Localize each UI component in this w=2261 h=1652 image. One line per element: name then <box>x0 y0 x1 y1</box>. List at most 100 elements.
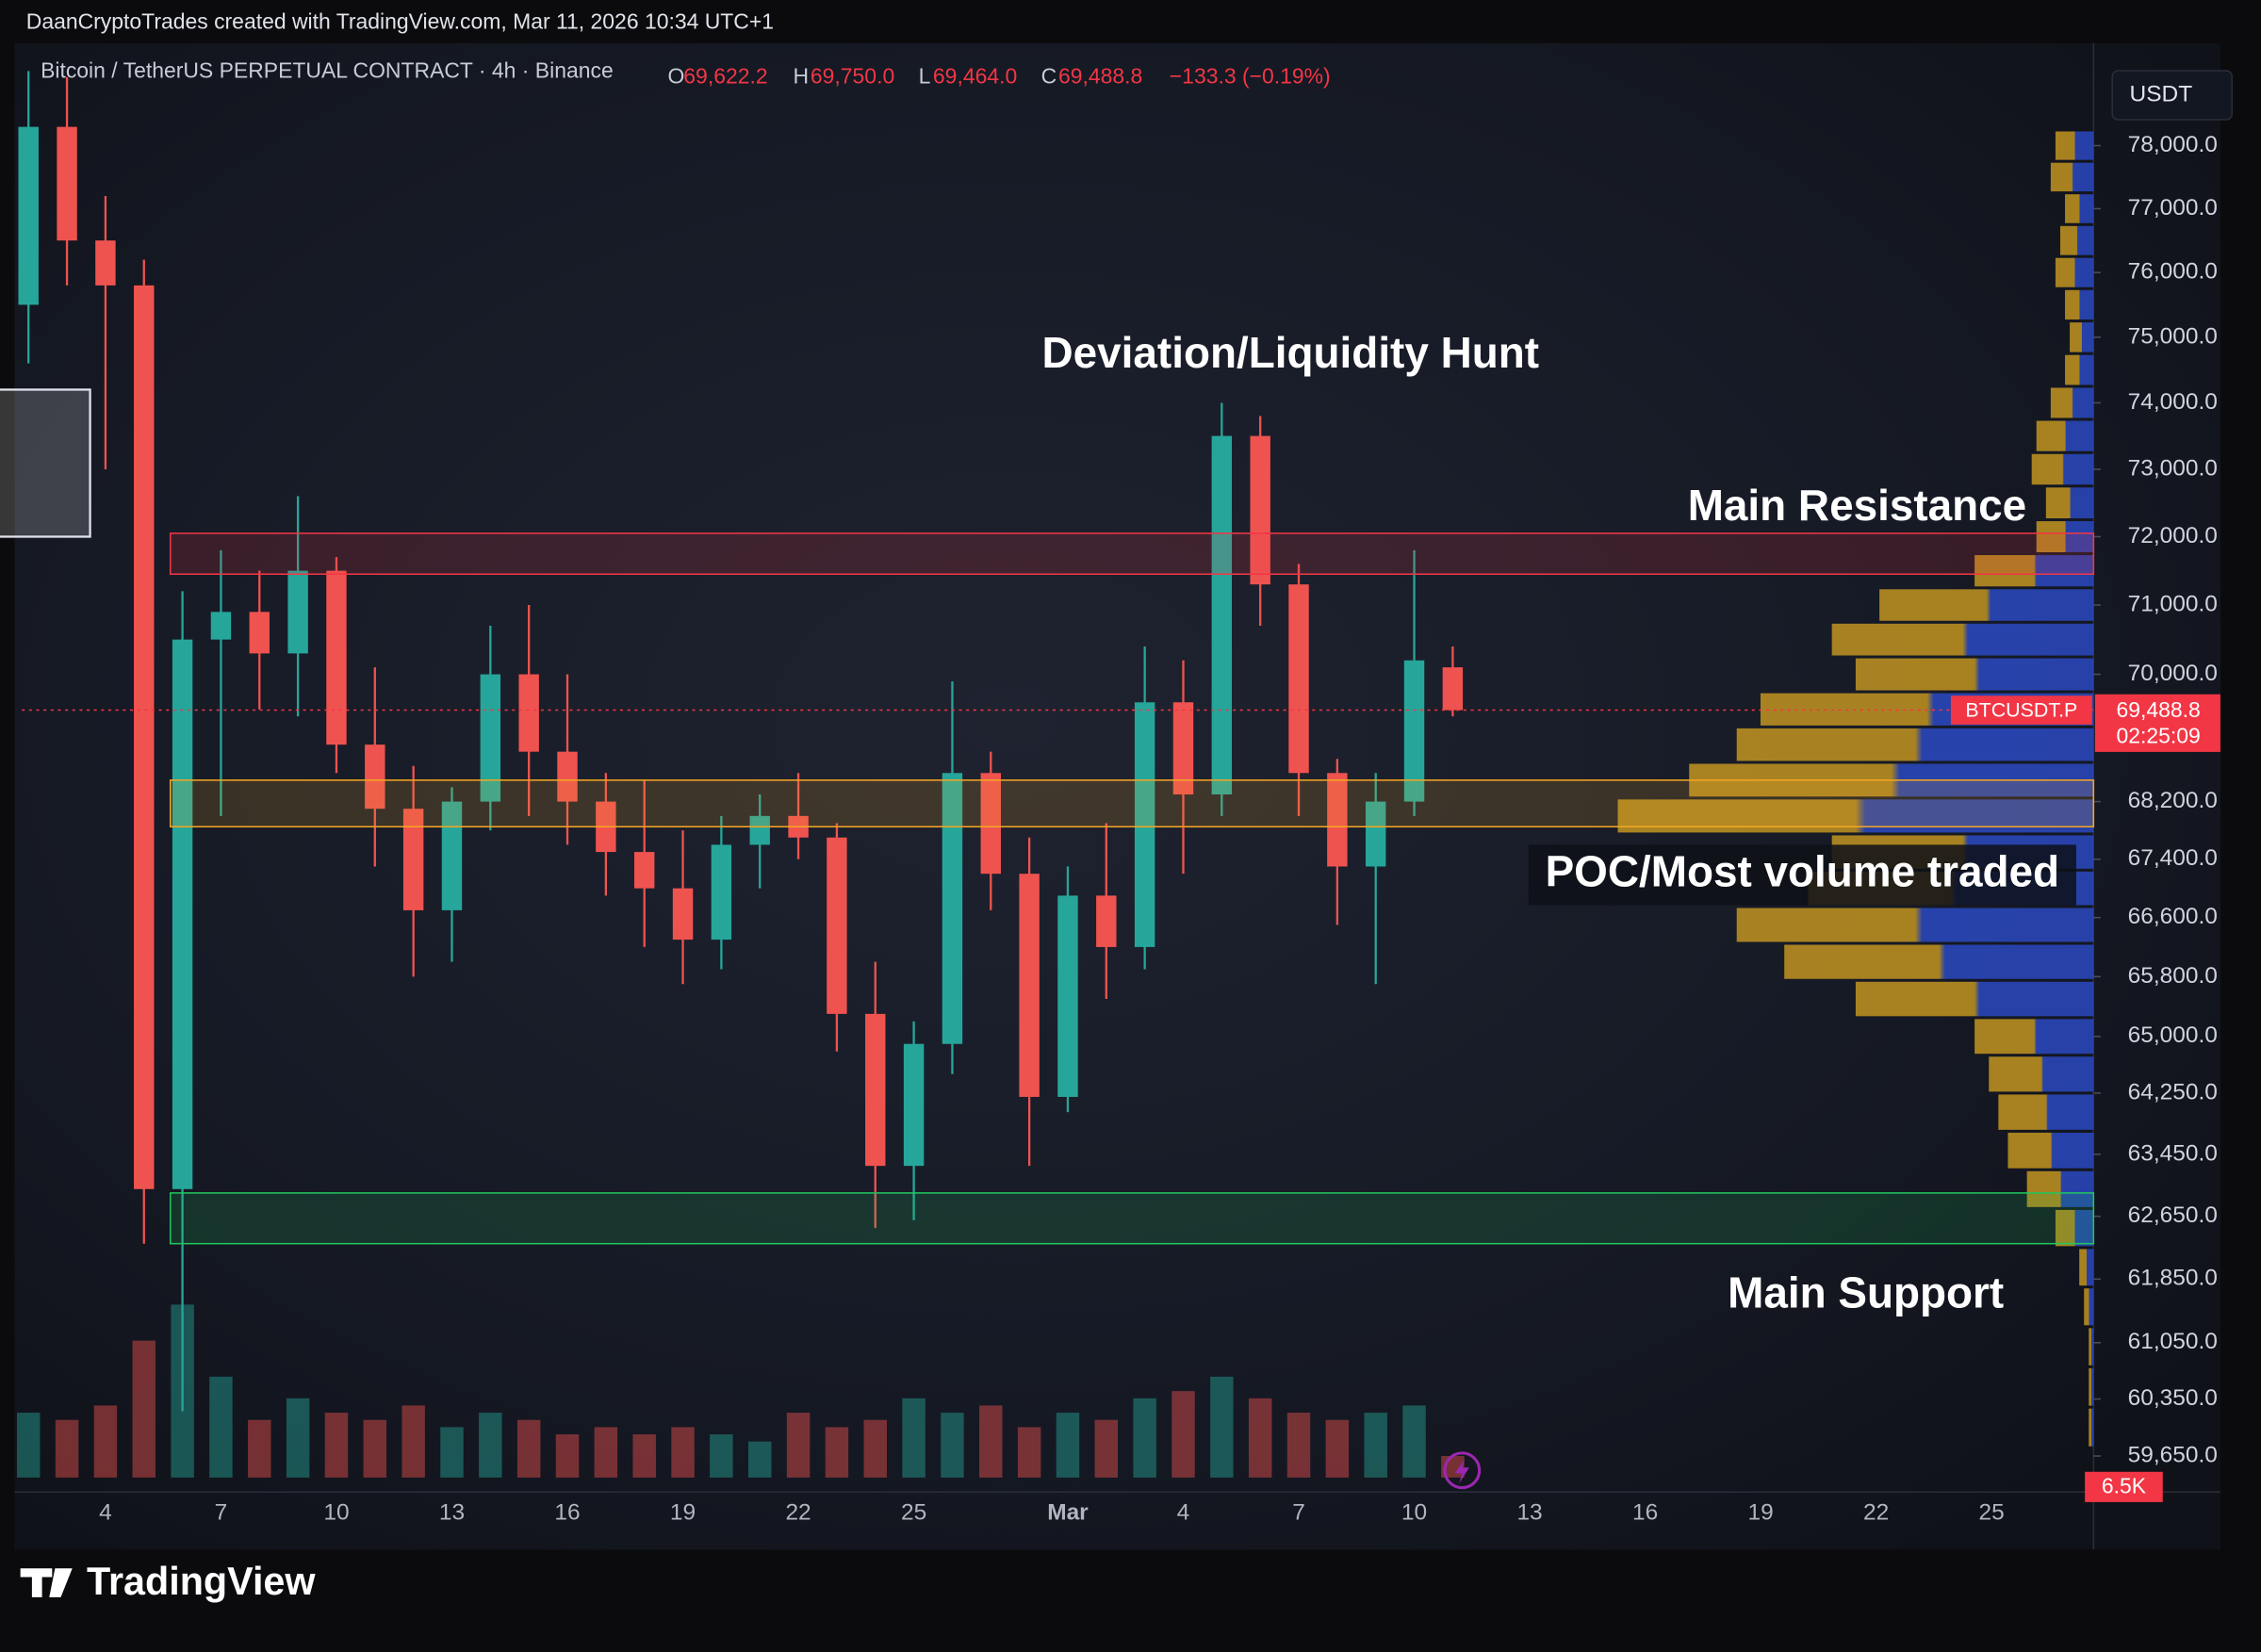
candle-body <box>249 612 270 654</box>
y-tick-label: 59,650.0 <box>2128 1443 2218 1468</box>
x-tick-label: 22 <box>785 1500 811 1526</box>
y-tick-label: 72,000.0 <box>2128 523 2218 548</box>
volume-profile-bar <box>2089 1408 2094 1447</box>
zone <box>169 532 2095 576</box>
candle-body <box>942 773 963 1044</box>
volume-profile-bar <box>1974 555 2094 587</box>
volume-bar <box>286 1398 310 1478</box>
volume-bar <box>747 1441 772 1478</box>
volume-bar <box>1094 1419 1119 1478</box>
volume-profile-bar <box>2007 1132 2094 1169</box>
y-tick-label: 78,000.0 <box>2128 132 2218 157</box>
ohlc-key: C <box>1041 64 1057 89</box>
volume-profile-bar <box>2089 1328 2094 1366</box>
y-tick-label: 77,000.0 <box>2128 195 2218 221</box>
annotation: Main Resistance <box>1688 481 2026 530</box>
x-tick-label: 13 <box>1516 1500 1542 1526</box>
volume-profile-bar <box>2089 1367 2094 1406</box>
volume-bar <box>93 1405 118 1478</box>
alert-bolt <box>1454 1459 1469 1484</box>
candle-body <box>1327 773 1348 867</box>
candle-body <box>518 674 539 752</box>
ohlc-value: 69,750.0 <box>811 64 894 89</box>
volume-profile-bar <box>2055 257 2094 287</box>
y-tick-label: 68,200.0 <box>2128 788 2218 813</box>
volume-bar <box>363 1419 387 1478</box>
volume-profile-bar <box>2079 1249 2094 1286</box>
y-tick-label: 60,350.0 <box>2128 1385 2218 1411</box>
zone <box>169 779 2095 828</box>
ohlc-value: 69,488.8 <box>1058 64 1142 89</box>
volume-profile-bar <box>2055 131 2094 160</box>
x-tick-label: 7 <box>215 1500 228 1526</box>
candle-body <box>1442 667 1464 711</box>
candle-body <box>134 285 155 1189</box>
volume-bar <box>1402 1405 1426 1478</box>
volume-profile-bar <box>2084 1288 2094 1326</box>
volume-bar <box>479 1413 502 1478</box>
candle-body <box>18 126 39 305</box>
volume-bar <box>1133 1398 1156 1478</box>
volume-bar <box>440 1427 464 1478</box>
x-tick-label: 10 <box>323 1500 349 1526</box>
highlight-box <box>0 388 91 538</box>
currency: USDT <box>2130 81 2193 106</box>
annotation: Deviation/Liquidity Hunt <box>1042 328 1540 377</box>
volume-bar <box>941 1413 964 1478</box>
x-tick-label: 4 <box>99 1500 112 1526</box>
volume-bar <box>516 1419 541 1478</box>
volume-bar <box>1248 1398 1272 1478</box>
y-tick-label: 65,000.0 <box>2128 1022 2218 1048</box>
candle-body <box>672 888 694 940</box>
volume-profile-bar <box>1974 1019 2094 1055</box>
y-tick-label: 66,600.0 <box>2128 904 2218 929</box>
y-tick-label: 64,250.0 <box>2128 1079 2218 1104</box>
currency-box[interactable] <box>2111 70 2233 121</box>
volume-profile-bar <box>1784 944 2094 979</box>
volume-bar <box>825 1427 849 1478</box>
volume-bar <box>710 1434 733 1478</box>
volume-bar <box>1210 1376 1234 1478</box>
volume-tag: 6.5K <box>2102 1474 2147 1498</box>
x-tick-label: 25 <box>901 1500 926 1526</box>
ohlc-key: L <box>919 64 931 89</box>
candle-body <box>210 612 232 640</box>
volume-profile-bar <box>1736 908 2094 942</box>
alert-icon[interactable] <box>1443 1451 1482 1490</box>
ohlc-key: O <box>667 64 684 89</box>
volume-profile-bar <box>2065 354 2094 385</box>
candle-body <box>711 844 732 940</box>
ohlc-value: 69,464.0 <box>933 64 1017 89</box>
volume-tag-bg <box>2085 1471 2163 1502</box>
x-tick-label: 7 <box>1292 1500 1305 1526</box>
x-tick-label: Mar <box>1047 1500 1089 1526</box>
volume-profile-bar <box>1831 623 2094 656</box>
plot: 78,000.0 77,000.0 76,000.0 75,000.0 74,000.0… <box>0 71 2220 1526</box>
x-tick-label: 13 <box>439 1500 465 1526</box>
candle-body <box>1134 702 1155 947</box>
volume-profile-bar <box>2065 289 2094 320</box>
candle-body <box>57 126 77 241</box>
candle-body <box>172 639 193 1189</box>
volume-bar <box>1325 1419 1350 1478</box>
symbol: Bitcoin / TetherUS PERPETUAL CONTRACT · … <box>41 58 614 83</box>
y-tick-label: 61,050.0 <box>2128 1329 2218 1354</box>
candle-body <box>903 1043 925 1167</box>
candle-body <box>557 751 578 802</box>
volume-bar <box>248 1419 271 1478</box>
symbol-tag: BTCUSDT.P <box>1965 699 2077 722</box>
volume-bar <box>786 1413 811 1478</box>
volume-profile-bar <box>1736 728 2094 761</box>
countdown: 02:25:09 <box>2117 724 2201 748</box>
volume-profile-bar <box>2045 487 2094 518</box>
volume-bar <box>1286 1413 1311 1478</box>
candle-body <box>1057 895 1078 1097</box>
volume-bar <box>324 1413 349 1478</box>
y-tick-label: 76,000.0 <box>2128 259 2218 285</box>
volume-profile-bar <box>1855 981 2094 1017</box>
ohlc-key: H <box>794 64 810 89</box>
candle-body <box>1096 895 1117 947</box>
x-tick-label: 19 <box>1748 1500 1774 1526</box>
volume-profile-bar <box>1989 1056 2094 1092</box>
